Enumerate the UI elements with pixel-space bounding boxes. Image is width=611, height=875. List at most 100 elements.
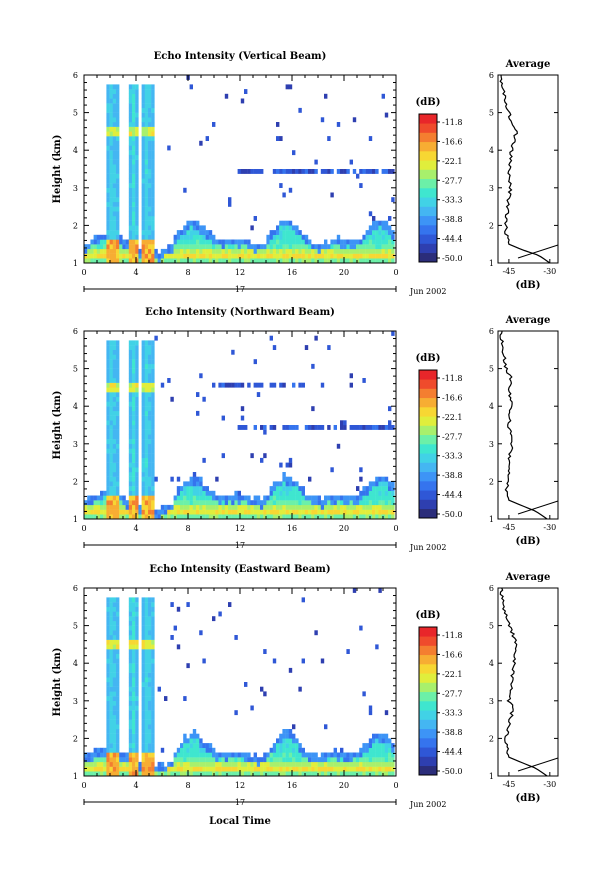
heatmap-cell bbox=[151, 597, 155, 603]
heatmap-cell bbox=[330, 752, 334, 758]
heatmap-cell bbox=[173, 766, 177, 772]
heatmap-cell bbox=[128, 677, 133, 683]
heatmap-cell bbox=[308, 500, 312, 506]
heatmap-cell bbox=[141, 159, 145, 165]
heatmap-cell bbox=[109, 368, 113, 374]
heatmap-cell bbox=[384, 761, 389, 767]
heatmap-cell bbox=[119, 757, 123, 763]
heatmap-cell bbox=[154, 514, 158, 520]
heatmap-cell bbox=[212, 747, 216, 753]
heatmap-cell bbox=[365, 757, 369, 763]
heatmap-cell bbox=[298, 509, 302, 515]
heatmap-cell bbox=[106, 729, 110, 734]
heatmap-cell bbox=[314, 771, 318, 777]
heatmap-cell bbox=[138, 258, 142, 264]
heatmap-cell bbox=[196, 747, 200, 753]
heatmap-cell bbox=[167, 145, 171, 151]
heatmap-cell bbox=[176, 644, 181, 650]
heatmap-cell bbox=[336, 509, 341, 515]
heatmap-cell bbox=[288, 481, 293, 487]
heatmap-cell bbox=[151, 363, 155, 369]
heatmap-cell bbox=[180, 752, 184, 758]
heatmap-cell bbox=[112, 691, 117, 697]
heatmap-cell bbox=[282, 733, 286, 739]
heatmap-cell bbox=[132, 620, 136, 626]
heatmap-cell bbox=[135, 253, 139, 259]
heatmap-cell bbox=[269, 771, 273, 777]
heatmap-cell bbox=[212, 766, 216, 772]
heatmap-cell bbox=[90, 761, 94, 767]
heatmap-cell bbox=[234, 253, 238, 259]
heatmap-cell bbox=[135, 220, 139, 226]
heatmap bbox=[84, 588, 395, 777]
heatmap-cell bbox=[253, 771, 257, 777]
heatmap-cell bbox=[164, 509, 168, 515]
heatmap-cell bbox=[381, 761, 385, 767]
heatmap-cell bbox=[112, 771, 117, 777]
heatmap-cell bbox=[336, 234, 341, 240]
heatmap-cell bbox=[141, 206, 145, 212]
heatmap-cell bbox=[151, 747, 155, 753]
heatmap-cell bbox=[116, 729, 120, 734]
heatmap-cell bbox=[135, 620, 139, 626]
heatmap-cell bbox=[186, 752, 190, 758]
heatmap-cell bbox=[141, 349, 145, 355]
heatmap-cell bbox=[106, 378, 110, 383]
heatmap-cell bbox=[141, 677, 145, 683]
heatmap-cell bbox=[128, 225, 133, 231]
heatmap-cell bbox=[122, 752, 126, 758]
heatmap-cell bbox=[314, 244, 318, 250]
heatmap-cell bbox=[292, 230, 296, 235]
heatmap-cell bbox=[106, 126, 110, 132]
heatmap-cell bbox=[327, 757, 331, 763]
heatmap-cell bbox=[106, 649, 110, 654]
heatmap-cell bbox=[192, 738, 197, 744]
heatmap-cell bbox=[320, 244, 325, 250]
heatmap-cell bbox=[87, 244, 91, 250]
heatmap-cell bbox=[237, 244, 241, 250]
heatmap-cell bbox=[144, 649, 149, 654]
heatmap-cell bbox=[212, 752, 216, 758]
heatmap-cell bbox=[148, 771, 152, 777]
heatmap-cell bbox=[128, 705, 133, 711]
heatmap-cell bbox=[144, 658, 149, 664]
heatmap-cell bbox=[247, 752, 251, 758]
heatmap-cell bbox=[141, 606, 145, 612]
heatmap-cell bbox=[151, 752, 155, 758]
heatmap-cell bbox=[272, 500, 277, 506]
heatmap-cell bbox=[391, 509, 395, 515]
heatmap-cell bbox=[240, 766, 245, 772]
heatmap-cell bbox=[244, 766, 248, 772]
heatmap-cell bbox=[106, 691, 110, 697]
heatmap-cell bbox=[116, 611, 120, 617]
average-y-tick-label: 3 bbox=[489, 184, 494, 193]
heatmap-cell bbox=[180, 258, 184, 264]
heatmap-cell bbox=[96, 244, 101, 250]
heatmap-cell bbox=[164, 248, 168, 254]
heatmap-cell bbox=[381, 733, 385, 739]
heatmap-cell bbox=[151, 771, 155, 777]
heatmap-cell bbox=[106, 453, 110, 459]
colorbar-segment bbox=[419, 397, 437, 408]
heatmap-cell bbox=[234, 757, 238, 763]
heatmap-cell bbox=[148, 178, 152, 184]
heatmap-cell bbox=[141, 462, 145, 468]
heatmap-cell bbox=[96, 509, 101, 515]
heatmap-cell bbox=[330, 504, 334, 510]
heatmap-cell bbox=[346, 761, 350, 767]
heatmap-cell bbox=[112, 719, 117, 725]
heatmap-cell bbox=[218, 239, 222, 245]
average-frame bbox=[497, 330, 559, 520]
heatmap-cell bbox=[148, 495, 152, 501]
heatmap-cell bbox=[228, 602, 232, 607]
heatmap-cell bbox=[109, 766, 113, 772]
heatmap-cell bbox=[228, 752, 232, 758]
heatmap-cell bbox=[135, 509, 139, 515]
heatmap-cell bbox=[362, 234, 366, 240]
heatmap-cell bbox=[292, 258, 296, 264]
heatmap-cell bbox=[388, 216, 392, 221]
heatmap-cell bbox=[103, 244, 107, 250]
heatmap-cell bbox=[359, 500, 363, 506]
heatmap-cell bbox=[269, 258, 273, 264]
heatmap-cell bbox=[135, 705, 139, 711]
